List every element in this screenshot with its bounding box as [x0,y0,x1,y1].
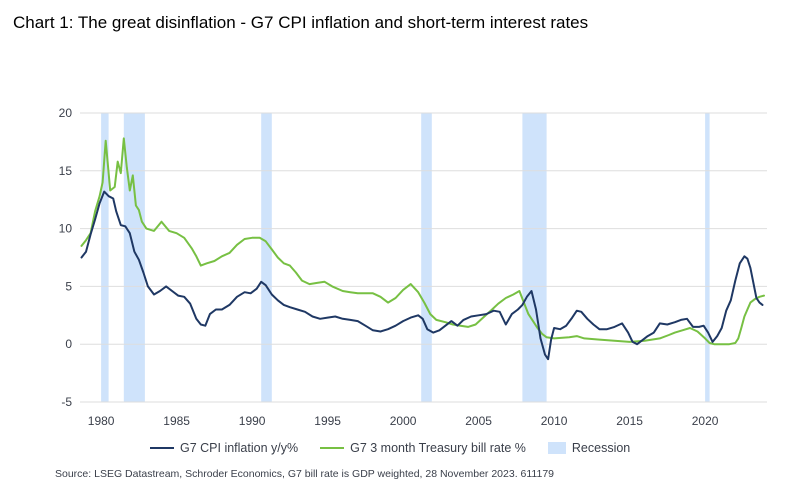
recession-band-5 [522,113,547,402]
legend-item-cpi: G7 CPI inflation y/y% [150,441,298,455]
x-tick-label: 1995 [314,414,341,428]
x-tick-label: 2015 [616,414,643,428]
recession-band-3 [261,113,272,402]
y-tick-label: 10 [59,222,73,236]
y-tick-label: 0 [65,337,72,351]
y-tick-label: 5 [65,279,72,293]
recession-band-2 [123,113,145,402]
x-tick-label: 1990 [239,414,266,428]
legend-item-bill: G7 3 month Treasury bill rate % [320,441,526,455]
legend-swatch-cpi [150,447,174,449]
x-axis-ticks: 1980 1985 1990 1995 2000 2005 2010 2015 2020 [88,414,719,428]
page-title: Chart 1: The great disinflation - G7 CPI… [13,13,589,32]
x-tick-label: 1985 [163,414,190,428]
recession-band-4 [421,113,432,402]
x-tick-label: 2005 [465,414,492,428]
legend-label-cpi: G7 CPI inflation y/y% [180,441,299,455]
x-tick-label: 2020 [692,414,719,428]
y-tick-label: 20 [59,106,73,120]
y-tick-label: 15 [59,164,73,178]
plot-area [60,82,780,427]
recession-band-6 [705,113,710,402]
gridlines [80,112,767,403]
legend-swatch-bill [320,447,345,449]
x-tick-label: 1980 [88,414,115,428]
x-tick-label: 2010 [541,414,568,428]
series-line-bill-rate [80,137,765,346]
legend-item-recession: Recession [547,441,631,455]
legend: G7 CPI inflation y/y% G7 3 month Treasur… [150,439,630,457]
legend-label-bill: G7 3 month Treasury bill rate % [350,441,526,455]
legend-label-recession: Recession [571,441,631,455]
series-lines [80,137,765,361]
series-line-cpi [80,190,764,361]
y-tick-label: -5 [61,395,72,409]
legend-swatch-recession [547,442,566,454]
source-note: Source: LSEG Datastream, Schroder Econom… [55,468,555,480]
y-axis-ticks: 20 15 10 5 0 -5 [59,106,73,409]
recession-band-1 [101,113,109,402]
x-tick-label: 2000 [390,414,417,428]
